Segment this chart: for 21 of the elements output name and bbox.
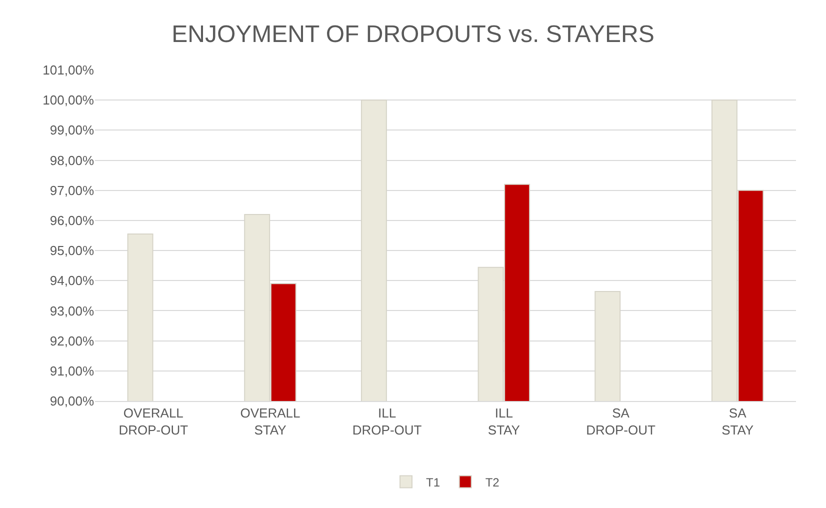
y-tick-label: 101,00% [42,62,94,78]
y-tick-label: 100,00% [42,92,94,108]
x-tick-label: SA STAY [722,406,754,438]
y-tick-label: 98,00% [50,152,94,168]
y-tick-label: 91,00% [50,363,94,378]
y-tick-label: 92,00% [50,333,94,348]
chart-title: ENJOYMENT OF DROPOUTS vs. STAYERS [172,21,654,48]
y-tick-label: 95,00% [50,243,94,258]
x-tick-label: OVERALL STAY [240,406,300,438]
x-tick-label: OVERALL DROP-OUT [118,406,188,438]
y-tick-label: 99,00% [50,122,94,138]
y-tick-label: 90,00% [50,394,94,409]
y-tick-label: 93,00% [50,303,94,318]
y-tick-label: 97,00% [50,182,94,198]
y-tick-label: 96,00% [50,213,94,228]
x-tick-label: SA DROP-OUT [586,406,656,438]
x-tick-label: ILL DROP-OUT [352,406,422,438]
legend-label: T1 [426,475,440,490]
x-tick-label: ILL STAY [488,406,520,438]
legend-label: T2 [485,475,500,490]
y-tick-label: 94,00% [50,273,94,288]
